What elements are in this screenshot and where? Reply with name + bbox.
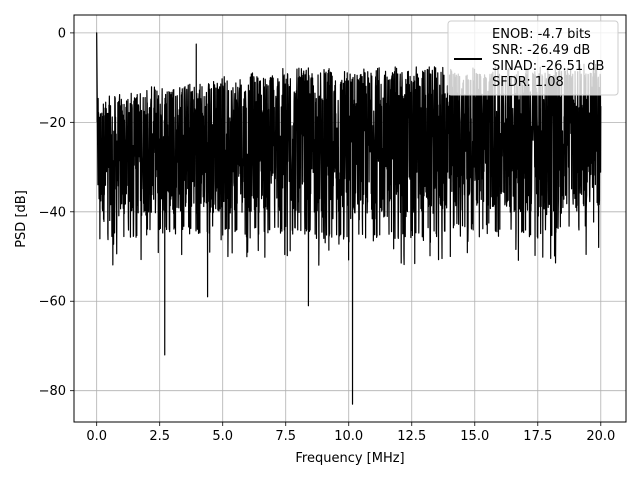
x-tick-label: 5.0: [212, 429, 233, 444]
x-tick-label: 17.5: [523, 429, 552, 444]
y-tick-label: −80: [39, 384, 66, 399]
x-tick-label: 10.0: [334, 429, 363, 444]
y-axis-label: PSD [dB]: [14, 190, 29, 248]
psd-series-line: [96, 32, 602, 405]
legend-box: [447, 20, 619, 96]
legend-text-sinad: SINAD: -26.51 dB: [492, 59, 604, 74]
x-axis-ticks: 0.0 2.5 5.0 7.5 10.0 12.5 15.0 17.5 20.0: [86, 422, 615, 444]
y-axis-ticks: 0 −20 −40 −60 −80: [39, 26, 74, 399]
x-tick-label: 15.0: [460, 429, 489, 444]
legend-text-sfdr: SFDR: 1.08: [492, 75, 564, 90]
x-tick-label: 12.5: [397, 429, 426, 444]
x-tick-label: 20.0: [586, 429, 615, 444]
legend-text-enob: ENOB: -4.7 bits: [492, 27, 591, 42]
psd-trace: [96, 32, 602, 405]
x-tick-label: 0.0: [86, 429, 107, 444]
y-tick-label: −60: [39, 295, 66, 310]
plot-frame: [73, 14, 627, 423]
legend-text-snr: SNR: -26.49 dB: [492, 43, 590, 58]
y-tick-label: −20: [39, 116, 66, 131]
x-axis-label: Frequency [MHz]: [295, 451, 404, 466]
y-tick-label: 0: [58, 26, 66, 41]
x-tick-label: 2.5: [149, 429, 170, 444]
x-tick-label: 7.5: [275, 429, 296, 444]
legend: ENOB: -4.7 bits SNR: -26.49 dB SINAD: -2…: [447, 20, 619, 96]
y-tick-label: −40: [39, 205, 66, 220]
